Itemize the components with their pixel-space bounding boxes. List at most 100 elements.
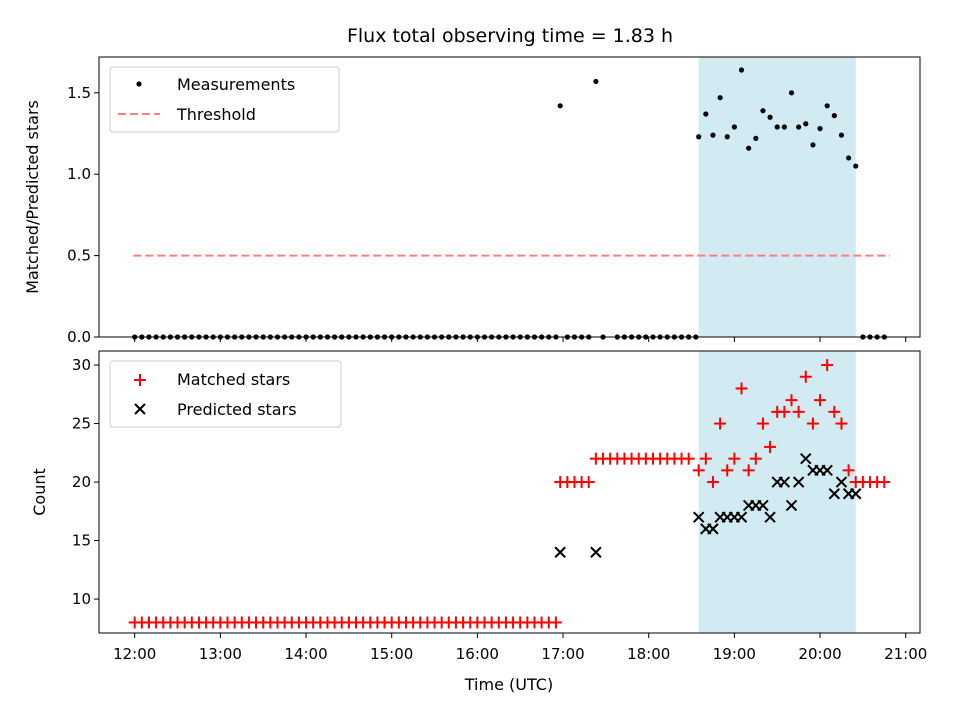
measurement-point: [724, 134, 730, 140]
predicted-stars-point: [778, 476, 791, 488]
measurement-point: [803, 121, 809, 127]
x-tick-label: 20:00: [798, 645, 841, 663]
matched-stars-legend-marker: [134, 374, 146, 386]
x-tick-label: 13:00: [199, 645, 242, 663]
measurement-point: [738, 67, 745, 73]
y-tick-label: 15: [72, 532, 91, 550]
top-plot-frame: [98, 56, 921, 338]
bottom-y-ticks: 10 15 20 25 30: [72, 356, 99, 608]
x-tick-label: 18:00: [627, 645, 670, 663]
top-y-axis-label: Matched/Predicted stars: [23, 100, 42, 294]
matched-stars-point: [749, 452, 762, 465]
matched-stars-point: [699, 452, 712, 465]
measurement-point: [817, 126, 823, 132]
predicted-stars-legend-label: Predicted stars: [177, 400, 297, 419]
measurement-point: [767, 114, 773, 120]
predicted-stars-point: [835, 476, 848, 488]
matched-stars-point: [692, 464, 705, 477]
matched-stars-point: [742, 464, 755, 477]
matched-stars-point: [828, 405, 841, 418]
measurement-point: [831, 113, 837, 119]
x-tick-label: 16:00: [456, 645, 499, 663]
measurement-point: [703, 111, 709, 117]
x-tick-label: 12:00: [113, 645, 156, 663]
matched-stars-point: [814, 394, 827, 407]
top-legend: Measurements Threshold: [109, 66, 340, 133]
measurement-point: [760, 108, 766, 114]
matched-stars-point: [706, 476, 719, 489]
x-tick-label: 19:00: [713, 645, 756, 663]
predicted-stars-point: [735, 511, 748, 523]
predicted-stars-point: [764, 511, 776, 523]
top-highlight-span: [698, 57, 856, 337]
bottom-axes: 10 15 20 25 30 12:00 13:00 14:00 15:00 16:00 17:0…: [30, 350, 927, 694]
predicted-stars-point: [792, 476, 805, 488]
predicted-stars-point: [554, 546, 566, 558]
y-tick-label: 30: [72, 356, 91, 374]
y-tick-label: 10: [72, 590, 91, 608]
top-y-ticks: 0.0 0.5 1.0 1.5: [67, 84, 99, 346]
measurements-legend-marker: [136, 81, 142, 87]
matched-stars-point: [756, 417, 769, 430]
predicted-stars-point: [590, 546, 602, 558]
predicted-stars-point: [850, 488, 862, 500]
y-tick-label: 0.5: [67, 247, 91, 265]
top-chart-title: Flux total observing time = 1.83 h: [347, 25, 673, 47]
bottom-highlight-span: [698, 351, 856, 633]
measurements-legend-label: Measurements: [177, 75, 295, 94]
x-tick-label: 14:00: [284, 645, 327, 663]
matched-stars-point: [714, 417, 727, 430]
matched-stars-point: [842, 464, 855, 477]
matched-stars-point: [721, 464, 734, 477]
y-tick-label: 1.5: [67, 84, 91, 102]
top-legend-box: [109, 66, 340, 133]
matched-stars-point: [806, 417, 819, 430]
y-tick-label: 0.0: [67, 328, 91, 346]
predicted-stars-point: [785, 499, 798, 512]
matched-stars-point: [728, 452, 741, 465]
x-tick-label: 17:00: [541, 645, 584, 663]
bottom-marks: [128, 359, 891, 629]
predicted-stars-point: [800, 452, 812, 465]
matched-stars-point: [778, 405, 791, 418]
measurement-point: [717, 95, 723, 101]
y-tick-label: 20: [72, 473, 91, 491]
bottom-legend-box: [109, 360, 342, 428]
top-marks: [132, 67, 891, 340]
matched-stars-point: [878, 476, 891, 489]
measurement-point: [824, 103, 830, 109]
measurement-point: [557, 103, 563, 109]
matched-stars-point: [682, 452, 695, 465]
matched-stars-point: [582, 476, 595, 489]
measurement-point: [753, 135, 759, 141]
measurement-point: [838, 132, 845, 138]
measurement-point: [810, 142, 816, 148]
measurement-point: [796, 124, 802, 130]
top-x-ticks: [134, 337, 907, 342]
matched-stars-point: [735, 382, 748, 395]
matched-stars-point: [821, 359, 834, 372]
measurement-point: [710, 132, 716, 138]
bottom-legend: Matched stars Predicted stars: [109, 360, 342, 428]
y-tick-label: 25: [72, 415, 91, 433]
predicted-stars-point: [757, 499, 769, 512]
predicted-stars-point: [707, 523, 719, 535]
matched-stars-point: [785, 394, 798, 407]
predicted-stars-point: [828, 488, 841, 500]
bottom-x-ticks: 12:00 13:00 14:00 15:00 16:00 17:00 18:00 19:00…: [113, 633, 927, 663]
threshold-legend-label: Threshold: [176, 105, 256, 124]
measurement-point: [781, 124, 787, 130]
matched-stars-point: [792, 405, 805, 418]
measurement-point: [788, 90, 795, 96]
bottom-y-axis-label: Count: [30, 468, 49, 516]
matched-stars-point: [799, 370, 812, 383]
top-axes: 0.0 0.5 1.0 1.5 Matched/Predicted stars Mea…: [23, 56, 921, 346]
measurement-point: [746, 145, 752, 151]
matched-stars-point: [764, 440, 777, 453]
x-tick-label: 21:00: [884, 645, 927, 663]
x-tick-label: 15:00: [370, 645, 413, 663]
measurement-point: [774, 124, 780, 130]
measurement-point: [846, 155, 852, 161]
predicted-stars-point: [692, 511, 705, 523]
